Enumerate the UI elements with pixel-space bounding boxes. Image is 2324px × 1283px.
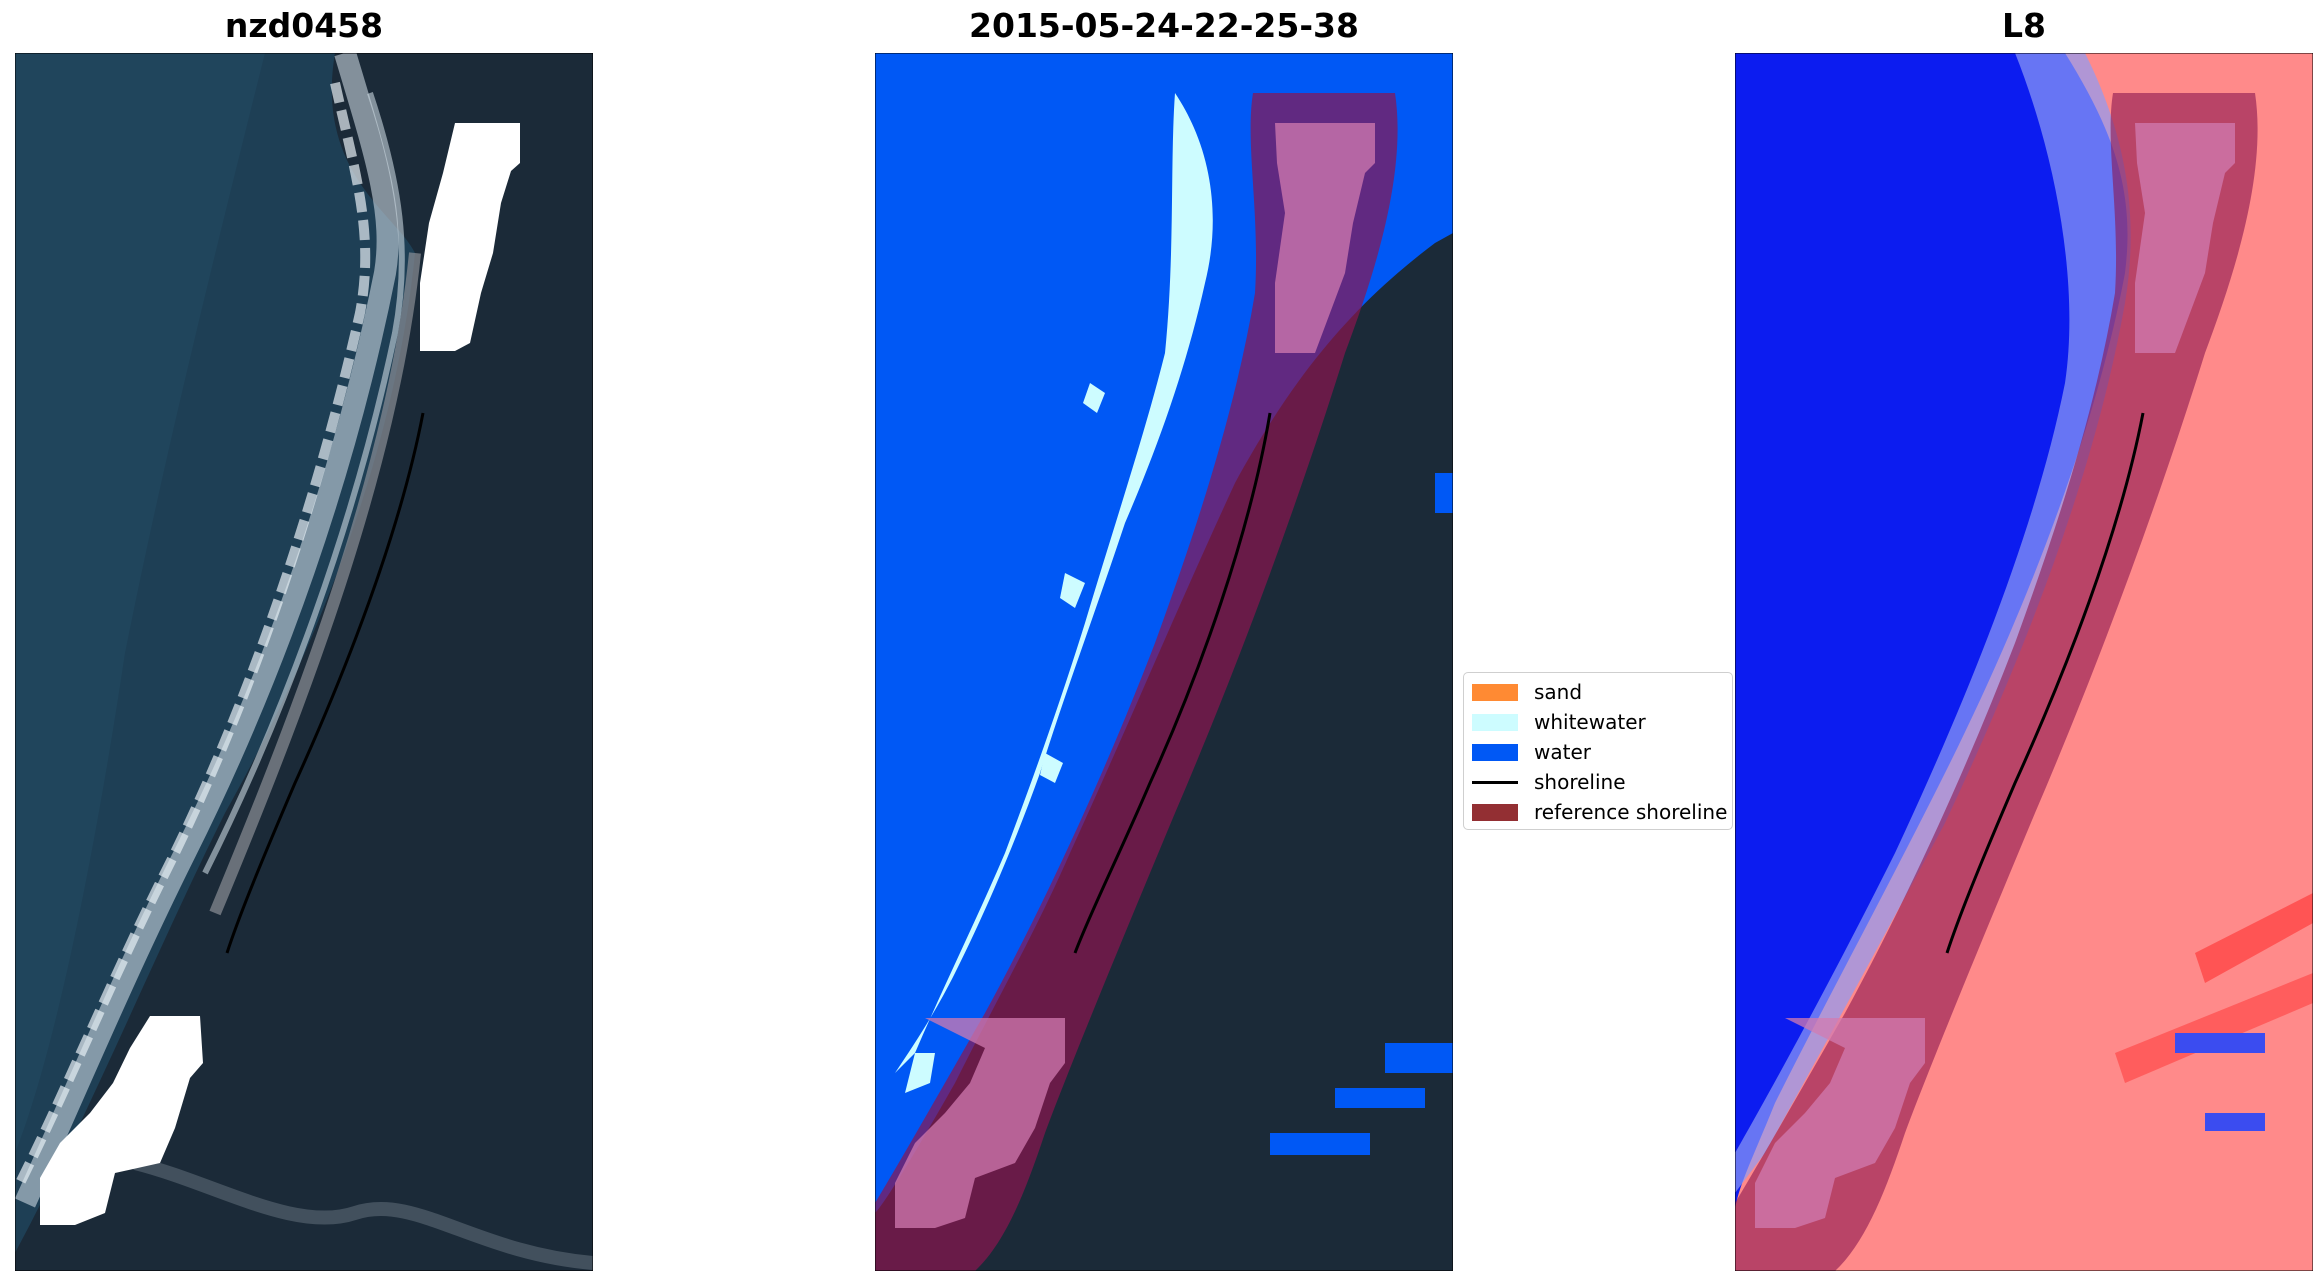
sand-swatch [1472,683,1518,701]
panel-title-index: L8 [2002,6,2046,45]
legend-item-shoreline: shoreline [1472,769,1626,795]
classified-image [875,53,1453,1271]
shoreline-line-swatch [1472,780,1518,784]
index-image-panel [1735,53,2313,1271]
legend-label: water [1534,740,1591,764]
reference-shoreline-swatch [1472,803,1518,821]
legend-label: shoreline [1534,770,1626,794]
legend-item-reference-shoreline: reference shoreline [1472,799,1727,825]
whitewater-swatch [1472,713,1518,731]
water-swatch [1472,743,1518,761]
index-image [1735,53,2313,1271]
legend: sand whitewater water shoreline referenc… [1463,672,1733,830]
panel-title-classified: 2015-05-24-22-25-38 [969,6,1359,45]
legend-item-water: water [1472,739,1591,765]
legend-item-whitewater: whitewater [1472,709,1646,735]
classified-image-panel [875,53,1453,1271]
legend-label: whitewater [1534,710,1646,734]
legend-label: sand [1534,680,1583,704]
rgb-image-panel [15,53,593,1271]
legend-item-sand: sand [1472,679,1582,705]
rgb-image [15,53,593,1271]
panel-title-rgb: nzd0458 [224,6,384,45]
legend-label: reference shoreline [1534,800,1728,824]
